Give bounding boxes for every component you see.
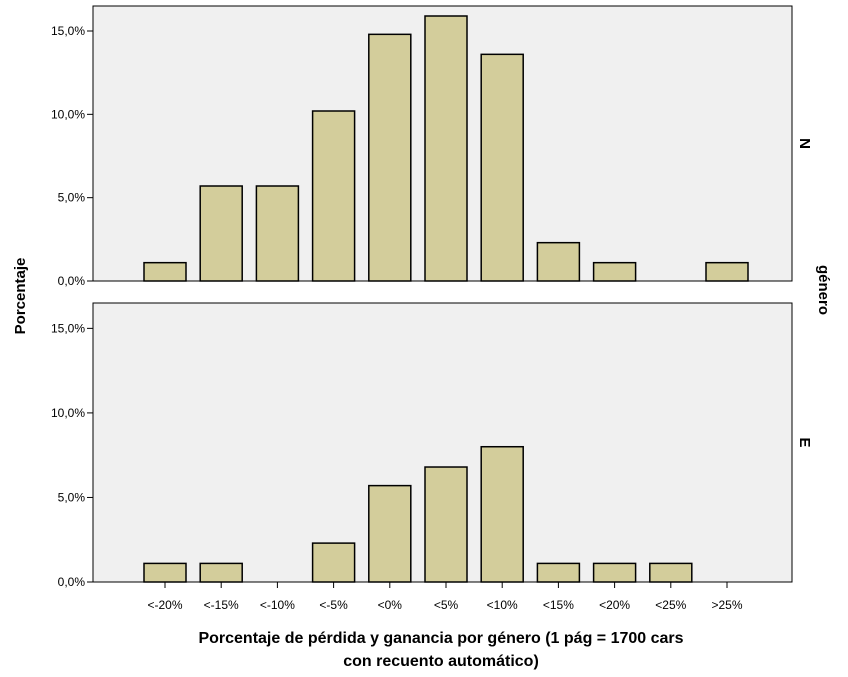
y-tick-label: 15,0% [51,24,85,38]
x-tick-label: <5% [434,598,459,612]
y-axis-title: Porcentaje [12,258,29,335]
x-tick-label: <-10% [260,598,295,612]
y-tick-label: 0,0% [58,575,86,589]
chart-panels: 0,0% 5,0% 10,0% 15,0% N 0,0% 5,0% 10,0% 15,0% E <-… [51,5,813,612]
bar-N-10 [705,261,749,282]
bar-N-3 [311,110,356,282]
x-tick-label: <-20% [147,598,182,612]
x-tick-label: <15% [543,598,574,612]
x-tick-label: <0% [378,598,403,612]
panel-axis-title: género [815,265,832,315]
y-tick-label: 10,0% [51,406,85,420]
bar-E-5 [424,466,468,583]
x-tick-label: <20% [599,598,630,612]
bar-N-5 [424,15,468,282]
x-tick-label: >25% [711,598,742,612]
bar-N-7 [536,241,581,282]
x-tick-label: <10% [487,598,518,612]
bar-E-1 [199,562,243,583]
bar-N-1 [199,185,243,282]
bar-E-8 [592,562,637,583]
y-tick-label: 10,0% [51,107,85,121]
x-axis-title-line-1: Porcentaje de pérdida y ganancia por gén… [198,630,683,647]
bar-E-9 [649,562,693,583]
panel-N: 0,0% 5,0% 10,0% 15,0% N [51,5,813,288]
panel-label-E: E [796,437,813,447]
x-tick-label: <25% [655,598,686,612]
bar-N-2 [255,185,300,282]
bar-N-0 [143,261,187,282]
y-tick-label: 5,0% [58,490,86,504]
x-tick-label: <-5% [319,598,348,612]
bar-N-8 [592,261,637,282]
bar-E-4 [368,484,412,583]
panel-E: 0,0% 5,0% 10,0% 15,0% E [51,302,813,589]
bar-E-3 [311,542,356,583]
bar-N-6 [480,53,524,282]
x-tick-label: <-15% [204,598,239,612]
y-tick-label: 0,0% [58,274,86,288]
panel-label-N: N [796,138,813,149]
bar-N-4 [368,33,412,282]
bar-E-0 [143,562,187,583]
x-axis-title-line-2: con recuento automático) [343,653,539,670]
bar-E-7 [536,562,581,583]
y-tick-label: 5,0% [58,191,86,205]
y-tick-label: 15,0% [51,321,85,335]
bar-E-6 [480,445,524,583]
